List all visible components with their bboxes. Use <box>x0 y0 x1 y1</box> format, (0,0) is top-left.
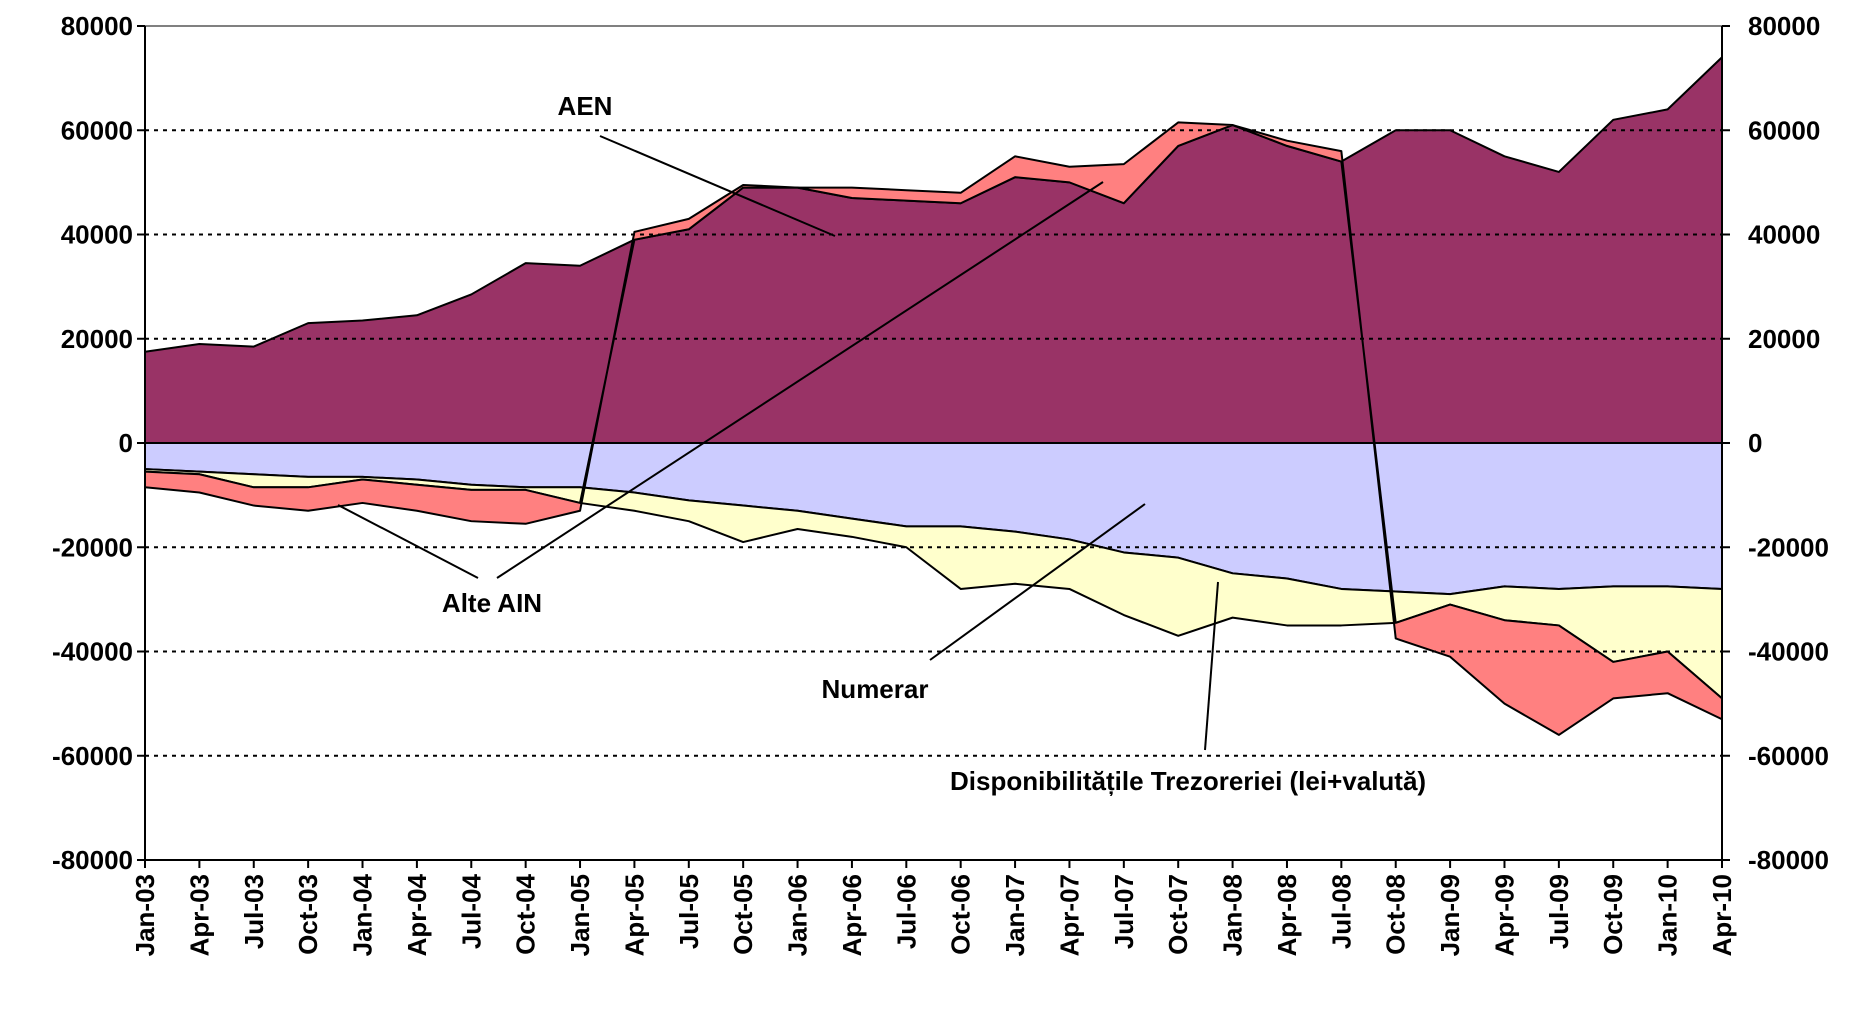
x-tick-label: Jan-09 <box>1435 874 1465 956</box>
x-tick-label: Apr-04 <box>402 873 432 956</box>
x-tick-label: Jul-08 <box>1326 874 1356 949</box>
x-tick-label: Oct-07 <box>1163 874 1193 955</box>
y2-tick-label: -40000 <box>1748 637 1829 667</box>
x-tick-label: Oct-05 <box>728 874 758 955</box>
x-tick-label: Apr-10 <box>1707 874 1737 956</box>
series-label: Disponibilitățile Trezoreriei (lei+valut… <box>950 766 1426 796</box>
x-tick-label: Jan-05 <box>565 874 595 956</box>
x-tick-label: Oct-08 <box>1381 874 1411 955</box>
x-tick-label: Jan-08 <box>1218 874 1248 956</box>
y-tick-label: 0 <box>119 428 133 458</box>
y-tick-label: -20000 <box>52 532 133 562</box>
x-tick-label: Apr-03 <box>184 874 214 956</box>
arrow <box>1204 581 1219 751</box>
y2-tick-label: -80000 <box>1748 845 1829 875</box>
x-tick-label: Jan-03 <box>130 874 160 956</box>
y-tick-label: 60000 <box>61 115 133 145</box>
arrow <box>599 135 836 237</box>
x-tick-label: Apr-06 <box>837 874 867 956</box>
axes: -80000 -60000 -40000 -20000 0 20000 40000 60000… <box>52 11 1829 956</box>
y2-tick-label: 60000 <box>1748 115 1820 145</box>
y2-tick-label: 80000 <box>1748 11 1820 41</box>
y-tick-label: -60000 <box>52 741 133 771</box>
series-label: Alte AIN <box>442 588 542 618</box>
y2-tick-label: 0 <box>1748 428 1762 458</box>
series-labels: AEN Numerar Disponibilitățile Trezoreriei … <box>442 91 1426 796</box>
x-tick-label: Jan-04 <box>348 873 378 956</box>
x-tick-label: Jan-07 <box>1000 874 1030 956</box>
y-tick-label: -80000 <box>52 845 133 875</box>
y-tick-label: 20000 <box>61 324 133 354</box>
x-tick-label: Jul-05 <box>674 874 704 949</box>
y-tick-label: 80000 <box>61 11 133 41</box>
x-tick-label: Oct-09 <box>1598 874 1628 955</box>
annotation-arrows <box>337 135 1219 751</box>
x-tick-label: Apr-05 <box>619 874 649 956</box>
x-tick-label: Jul-07 <box>1109 874 1139 949</box>
x-tick-label: Jul-06 <box>891 874 921 949</box>
y2-tick-label: -60000 <box>1748 741 1829 771</box>
x-tick-label: Oct-06 <box>946 874 976 955</box>
x-tick-label: Jul-04 <box>456 873 486 949</box>
arrow <box>337 504 479 579</box>
x-tick-label: Apr-07 <box>1054 874 1084 956</box>
x-tick-label: Oct-03 <box>293 874 323 955</box>
x-tick-label: Oct-04 <box>511 873 541 954</box>
arrow <box>496 181 1104 579</box>
y2-tick-label: -20000 <box>1748 532 1829 562</box>
x-tick-label: Apr-08 <box>1272 874 1302 956</box>
arrow <box>929 503 1146 661</box>
series-label: AEN <box>558 91 613 121</box>
x-tick-label: Jan-10 <box>1653 874 1683 956</box>
x-tick-label: Jul-09 <box>1544 874 1574 949</box>
x-tick-label: Apr-09 <box>1489 874 1519 956</box>
y2-tick-label: 20000 <box>1748 324 1820 354</box>
series-label: Numerar <box>822 674 929 704</box>
y2-tick-label: 40000 <box>1748 220 1820 250</box>
x-tick-label: Jan-06 <box>783 874 813 956</box>
y-tick-label: 40000 <box>61 220 133 250</box>
x-tick-label: Jul-03 <box>239 874 269 949</box>
y-tick-label: -40000 <box>52 637 133 667</box>
